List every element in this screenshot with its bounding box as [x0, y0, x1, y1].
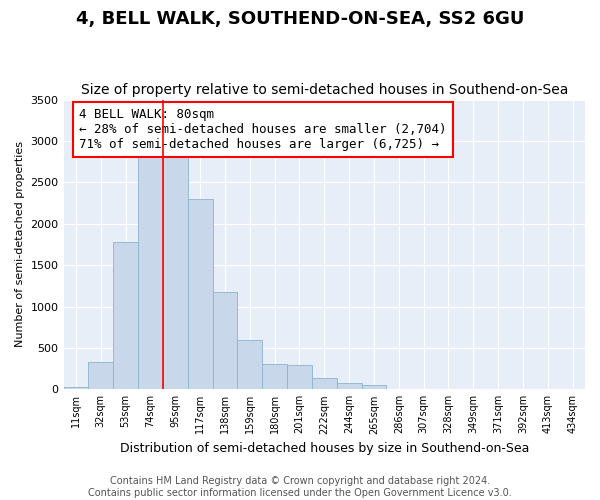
Bar [238, 340, 262, 390]
Bar [88, 362, 113, 390]
Bar [362, 385, 386, 390]
Bar [138, 145, 163, 390]
Text: 4, BELL WALK, SOUTHEND-ON-SEA, SS2 6GU: 4, BELL WALK, SOUTHEND-ON-SEA, SS2 6GU [76, 10, 524, 28]
Text: 4 BELL WALK: 80sqm
← 28% of semi-detached houses are smaller (2,704)
71% of semi: 4 BELL WALK: 80sqm ← 28% of semi-detache… [79, 108, 446, 151]
Bar [113, 242, 138, 390]
Bar [337, 383, 362, 390]
Bar [312, 378, 337, 390]
Bar [287, 365, 312, 390]
Bar [64, 387, 88, 390]
Bar [188, 199, 212, 390]
Text: Contains HM Land Registry data © Crown copyright and database right 2024.
Contai: Contains HM Land Registry data © Crown c… [88, 476, 512, 498]
Title: Size of property relative to semi-detached houses in Southend-on-Sea: Size of property relative to semi-detach… [80, 83, 568, 97]
Bar [163, 146, 188, 390]
Y-axis label: Number of semi-detached properties: Number of semi-detached properties [15, 142, 25, 348]
Bar [262, 364, 287, 390]
X-axis label: Distribution of semi-detached houses by size in Southend-on-Sea: Distribution of semi-detached houses by … [119, 442, 529, 455]
Bar [212, 292, 238, 390]
